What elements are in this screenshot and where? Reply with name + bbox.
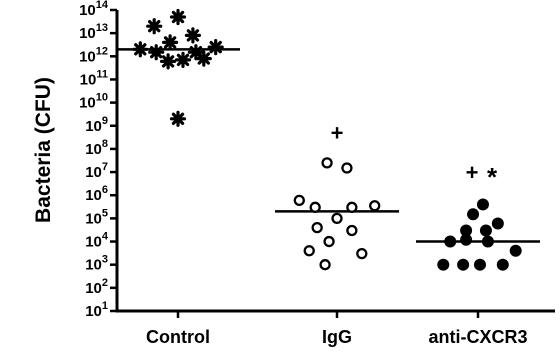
- data-points: [132, 8, 522, 271]
- significance-plus: +: [466, 160, 479, 185]
- data-point: [132, 41, 149, 58]
- data-point: [496, 258, 509, 271]
- data-point: [437, 258, 450, 271]
- data-point: [509, 244, 522, 257]
- data-point: [169, 110, 187, 127]
- data-point: [207, 39, 224, 56]
- data-point: [319, 259, 331, 271]
- y-axis: 101 102 103 104 105 106 107 108 109 1010 1011 1012 1…: [79, 0, 119, 320]
- data-point: [323, 235, 335, 248]
- data-point: [460, 224, 473, 237]
- data-point: [457, 258, 470, 271]
- y-tick-label: 107: [85, 161, 108, 181]
- y-tick-label: 1012: [79, 45, 108, 65]
- data-point: [311, 221, 323, 234]
- data-point: [491, 217, 504, 230]
- significance-asterisk: *: [487, 162, 498, 192]
- data-point: [160, 53, 177, 70]
- data-point: [303, 245, 315, 257]
- data-point: [341, 162, 353, 174]
- data-point: [321, 157, 333, 169]
- significance-plus: +: [331, 121, 344, 146]
- y-tick-label: 102: [85, 277, 108, 297]
- y-tick-label: 1014: [79, 0, 109, 19]
- y-tick-label: 1010: [79, 92, 108, 112]
- y-axis-label: Bacteria (CFU): [32, 77, 55, 223]
- y-tick-label: 1011: [80, 68, 108, 88]
- data-point: [195, 50, 212, 67]
- data-point: [369, 200, 381, 212]
- data-point: [169, 8, 187, 26]
- data-point: [146, 18, 163, 35]
- data-point: [481, 235, 494, 248]
- category-label: Control: [146, 327, 210, 347]
- data-point: [187, 44, 204, 61]
- data-point: [467, 208, 480, 221]
- category-label: anti-CXCR3: [428, 327, 527, 347]
- x-axis: [115, 309, 555, 318]
- data-point: [331, 212, 343, 225]
- data-point: [293, 194, 305, 207]
- y-tick-label: 109: [85, 115, 108, 135]
- category-labels: Control IgG anti-CXCR3: [146, 327, 528, 347]
- y-tick-label: 108: [85, 138, 108, 158]
- data-point: [309, 201, 321, 213]
- category-label: IgG: [322, 327, 352, 347]
- y-tick-label: 104: [85, 231, 109, 251]
- y-tick-label: 106: [85, 184, 108, 204]
- y-tick-label: 101: [85, 300, 108, 320]
- data-point: [346, 201, 358, 213]
- y-tick-label: 1013: [79, 22, 108, 42]
- data-point: [162, 34, 179, 51]
- data-point: [356, 247, 368, 260]
- data-point: [473, 258, 486, 271]
- data-point: [479, 224, 492, 237]
- data-point: [444, 235, 457, 248]
- data-point: [476, 198, 489, 211]
- data-point: [148, 44, 165, 61]
- y-tick-label: 105: [85, 207, 108, 227]
- annotations: + + *: [331, 121, 498, 192]
- data-point: [346, 224, 358, 237]
- data-point: [184, 27, 201, 44]
- data-point: [174, 51, 192, 68]
- data-point: [460, 233, 473, 246]
- y-tick-label: 103: [85, 254, 108, 274]
